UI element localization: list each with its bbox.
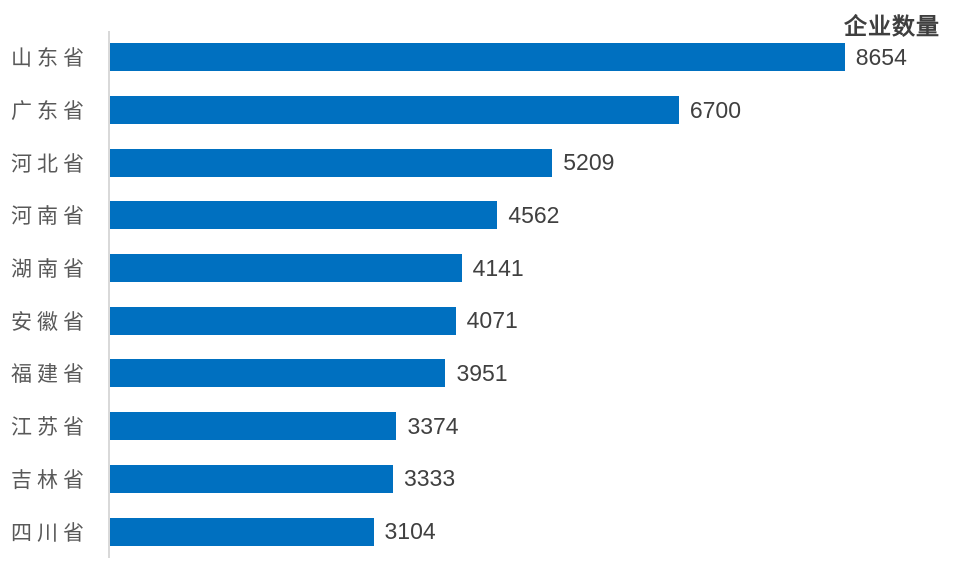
value-label: 3104 xyxy=(384,518,436,545)
bar xyxy=(110,517,374,546)
category-label: 河南省 xyxy=(11,204,89,229)
category-axis-line xyxy=(108,31,110,558)
bar-track: 8654 xyxy=(110,43,959,72)
bar xyxy=(110,96,679,125)
chart-row: 山东省 8654 xyxy=(0,43,959,72)
chart-row: 吉林省 3333 xyxy=(0,464,959,493)
bar-track: 3374 xyxy=(110,412,959,441)
bar-track: 5209 xyxy=(110,148,959,177)
chart-row: 河北省 5209 xyxy=(0,148,959,177)
chart-row: 安徽省 4071 xyxy=(0,306,959,335)
value-label: 6700 xyxy=(689,96,741,123)
bar xyxy=(110,464,393,493)
bar-track: 6700 xyxy=(110,96,959,125)
bar xyxy=(110,359,446,388)
bar xyxy=(110,201,498,230)
category-label: 四川省 xyxy=(11,520,89,545)
category-label: 山东省 xyxy=(11,46,89,71)
category-label: 福建省 xyxy=(11,362,89,387)
bar-track: 3951 xyxy=(110,359,959,388)
category-label: 湖南省 xyxy=(11,257,89,282)
value-label: 5209 xyxy=(563,149,615,176)
category-label: 河北省 xyxy=(11,151,89,176)
category-label: 安徽省 xyxy=(11,309,89,334)
chart-row: 河南省 4562 xyxy=(0,201,959,230)
bar-track: 4071 xyxy=(110,306,959,335)
chart-row: 江苏省 3374 xyxy=(0,412,959,441)
value-label: 4141 xyxy=(472,254,524,281)
value-label: 3951 xyxy=(456,359,508,386)
chart-title: 企业数量 xyxy=(844,13,940,39)
chart-row: 广东省 6700 xyxy=(0,96,959,125)
value-label: 3374 xyxy=(407,412,459,439)
chart-row: 福建省 3951 xyxy=(0,359,959,388)
bar-track: 3333 xyxy=(110,464,959,493)
bar-track: 3104 xyxy=(110,517,959,546)
bar xyxy=(110,254,462,283)
bar-track: 4562 xyxy=(110,201,959,230)
category-label: 江苏省 xyxy=(11,415,89,440)
chart-plot-area: 山东省 8654 广东省 6700 河北省 5209 河南省 4562 湖南省 4141 安徽省 40… xyxy=(0,31,959,558)
category-label: 吉林省 xyxy=(11,467,89,492)
category-label: 广东省 xyxy=(11,99,89,124)
chart-row: 四川省 3104 xyxy=(0,517,959,546)
value-label: 3333 xyxy=(403,465,456,492)
bar xyxy=(110,43,845,72)
bar xyxy=(110,306,456,335)
value-label: 8654 xyxy=(855,43,907,70)
value-label: 4562 xyxy=(508,201,560,228)
chart-row: 湖南省 4141 xyxy=(0,254,959,283)
bar xyxy=(110,412,397,441)
bar-track: 4141 xyxy=(110,254,959,283)
value-label: 4071 xyxy=(466,307,518,334)
bar xyxy=(110,148,553,177)
